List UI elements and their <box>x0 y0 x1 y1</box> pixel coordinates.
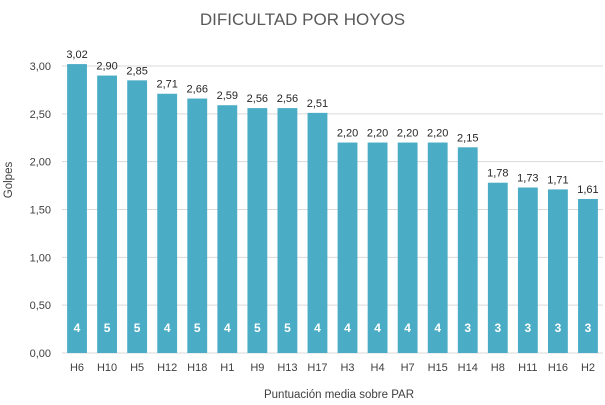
x-tick-label: H2 <box>581 362 595 374</box>
bar <box>367 142 388 353</box>
x-tick-label: H6 <box>70 362 84 374</box>
bar <box>307 112 328 353</box>
y-tick-label: 2,50 <box>30 109 51 121</box>
par-label: 4 <box>314 321 321 335</box>
x-tick-label: H10 <box>97 362 117 374</box>
x-tick-labels: H6 H10 H5 H12 H18 H1 H9 H13 H17 H3 H4 H7 H15 H14 H8 H11… <box>70 362 595 374</box>
bar <box>157 93 178 353</box>
x-axis-label: Puntuación media sobre PAR <box>264 389 414 401</box>
x-tick-label: H14 <box>458 362 478 374</box>
bar <box>187 98 208 353</box>
par-label: 5 <box>284 321 291 335</box>
x-tick-label: H17 <box>307 362 327 374</box>
bar <box>97 75 118 354</box>
bar <box>127 80 148 353</box>
bar <box>247 108 268 354</box>
par-label: 4 <box>434 321 441 335</box>
data-label: 1,78 <box>487 168 508 180</box>
bar <box>397 142 418 353</box>
data-label: 2,90 <box>96 61 117 73</box>
gridlines <box>62 65 603 354</box>
x-tick-label: H15 <box>428 362 448 374</box>
y-tick-label: 2,00 <box>30 157 51 169</box>
data-label: 2,51 <box>307 98 328 110</box>
data-label: 1,71 <box>547 174 568 186</box>
x-tick-label: H7 <box>401 362 415 374</box>
data-label: 2,20 <box>337 128 358 140</box>
par-label: 3 <box>494 321 501 335</box>
bar <box>457 147 478 353</box>
par-label: 5 <box>104 321 111 335</box>
data-label: 2,20 <box>367 128 388 140</box>
data-label: 2,20 <box>397 128 418 140</box>
bar <box>547 189 568 353</box>
x-tick-label: H9 <box>250 362 264 374</box>
bar <box>427 142 448 353</box>
x-tick-label: H4 <box>371 362 385 374</box>
x-tick-label: H5 <box>130 362 144 374</box>
data-label: 2,20 <box>427 128 448 140</box>
par-label: 5 <box>194 321 201 335</box>
bar <box>578 198 598 353</box>
data-label: 2,15 <box>457 132 478 144</box>
par-label: 4 <box>344 321 351 335</box>
data-label: 1,61 <box>577 184 598 196</box>
par-label: 4 <box>374 321 381 335</box>
bar <box>67 64 87 353</box>
par-label: 5 <box>254 321 261 335</box>
par-label: 4 <box>404 321 411 335</box>
par-label: 3 <box>464 321 471 335</box>
bar <box>217 105 238 354</box>
x-tick-label: H11 <box>518 362 537 374</box>
bar <box>337 142 358 353</box>
par-label: 3 <box>585 321 592 335</box>
bar <box>487 182 508 353</box>
x-tick-label: H12 <box>157 362 177 374</box>
data-labels: 3,02 4 2,90 5 2,85 5 2,71 4 2,66 5 2,59 4 2,56 5 2,56 5… <box>66 49 598 335</box>
data-label: 1,73 <box>517 172 538 184</box>
y-tick-label: 0,50 <box>30 300 51 312</box>
chart-title: DIFICULTAD POR HOYOS <box>200 10 405 29</box>
data-label: 2,71 <box>156 79 177 91</box>
y-tick-label: 1,50 <box>30 205 51 217</box>
x-tick-label: H1 <box>220 362 234 374</box>
y-tick-label: 3,00 <box>30 61 51 73</box>
data-label: 2,85 <box>126 65 147 77</box>
x-tick-label: H3 <box>340 362 354 374</box>
bars <box>67 64 598 354</box>
data-label: 2,56 <box>277 93 298 105</box>
data-label: 3,02 <box>66 49 87 61</box>
bar <box>517 187 538 353</box>
data-label: 2,66 <box>187 84 208 96</box>
y-tick-label: 0,00 <box>30 348 51 360</box>
par-label: 4 <box>224 321 231 335</box>
par-label: 4 <box>74 321 81 335</box>
par-label: 3 <box>525 321 532 335</box>
x-tick-label: H8 <box>491 362 505 374</box>
x-tick-label: H18 <box>187 362 207 374</box>
y-tick-labels: 0,00 0,50 1,00 1,50 2,00 2,50 3,00 <box>30 61 51 360</box>
data-label: 2,59 <box>217 90 238 102</box>
par-label: 5 <box>134 321 141 335</box>
x-tick-label: H16 <box>548 362 568 374</box>
data-label: 2,56 <box>247 93 268 105</box>
par-label: 3 <box>555 321 562 335</box>
y-tick-label: 1,00 <box>30 252 51 264</box>
y-axis-label: Golpes <box>3 162 15 199</box>
bar <box>277 108 298 354</box>
par-label: 4 <box>164 321 171 335</box>
x-tick-label: H13 <box>277 362 297 374</box>
